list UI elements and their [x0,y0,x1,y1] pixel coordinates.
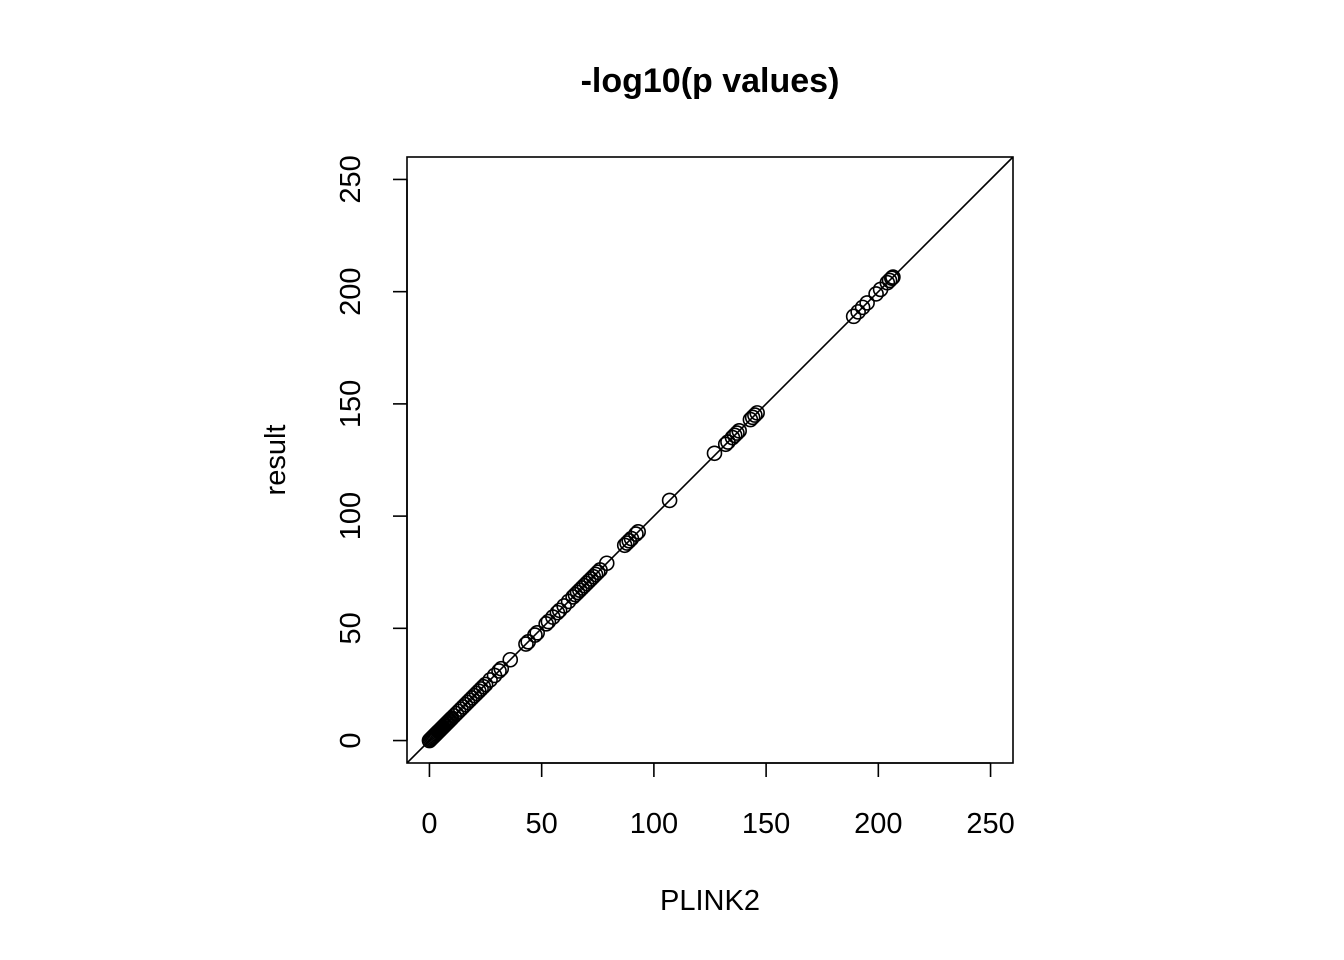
data-point [749,405,765,421]
x-tick-label: 150 [742,808,790,840]
y-tick-label: 100 [335,492,367,540]
data-point [527,627,543,643]
data-point [854,299,871,316]
x-axis-label: PLINK2 [660,885,760,917]
data-point [744,409,761,426]
data-point [845,308,862,325]
data-point [551,602,568,619]
data-points [421,269,901,749]
x-tick-label: 200 [854,808,902,840]
y-axis: 0 50 100 150 200 250 [335,155,408,749]
data-point [731,423,747,439]
data-point [630,524,646,540]
data-point [850,304,866,320]
data-point [883,270,900,287]
x-tick-label: 250 [966,808,1014,840]
data-point [518,636,534,652]
data-point [493,660,510,677]
data-point [477,676,494,693]
data-point [879,274,896,291]
data-point [729,425,745,441]
data-point [482,672,498,688]
data-point [491,663,507,679]
data-point [628,526,644,542]
data-point [598,555,615,572]
data-point [589,564,606,581]
x-tick-label: 0 [421,808,437,840]
y-tick-label: 250 [335,155,367,203]
y-tick-label: 200 [335,267,367,315]
x-tick-label: 50 [526,808,558,840]
data-point [540,613,557,630]
data-point [859,295,875,311]
data-point [587,566,604,583]
data-point [706,445,723,462]
data-point [440,713,457,730]
data-point [442,711,459,728]
data-point [529,625,545,641]
data-point [619,535,635,551]
data-point [868,286,884,302]
y-axis-label: result [260,425,292,496]
data-point [661,492,678,509]
y-tick-label: 50 [335,612,367,644]
data-point [885,269,901,285]
x-tick-label: 100 [630,808,678,840]
x-axis: 0 50 100 150 200 250 [421,762,1015,840]
y-tick-label: 0 [335,732,367,748]
data-point [747,407,763,423]
data-point [502,651,519,668]
reference-line-y-equals-x [406,156,1014,764]
chart-title: -log10(p values) [581,62,840,100]
y-tick-label: 150 [335,380,367,428]
data-point [881,272,898,289]
data-point [438,715,455,732]
data-point [726,427,743,444]
data-point [556,598,572,614]
data-point [473,681,489,697]
